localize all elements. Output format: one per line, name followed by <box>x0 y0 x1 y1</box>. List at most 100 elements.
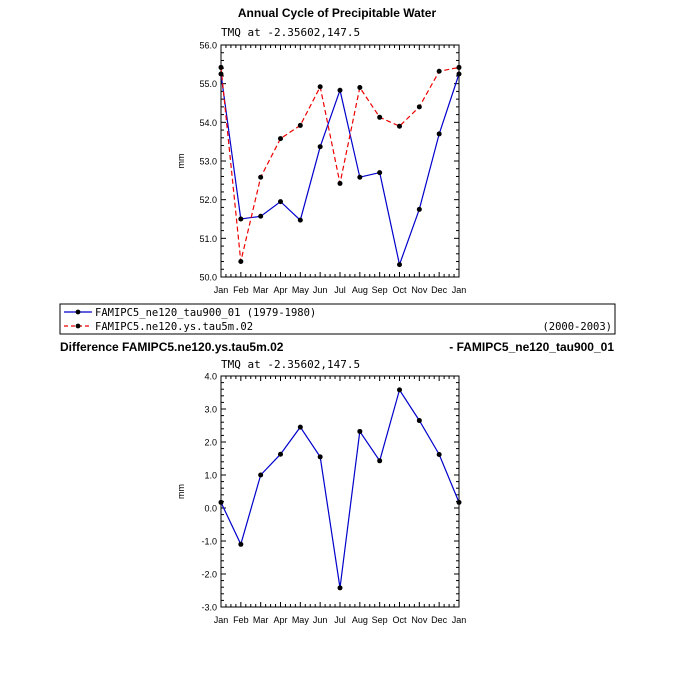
chart2-title-left: Difference FAMIPC5.ne120.ys.tau5m.02 <box>60 340 284 354</box>
chart2-xtick-label: May <box>292 615 310 625</box>
chart1-series-2-point <box>238 259 244 265</box>
chart1-series-1-point <box>436 131 442 137</box>
chart1-ytick-label: 50.0 <box>199 273 217 283</box>
chart2-series-1-point <box>416 418 422 424</box>
chart1-ytick-label: 54.0 <box>199 118 217 128</box>
legend-label-series-2: FAMIPC5.ne120.ys.tau5m.02 <box>95 321 253 333</box>
chart2-title-right: - FAMIPC5_ne120_tau900_01 <box>449 340 614 354</box>
chart2-xtick-label: Nov <box>411 615 428 625</box>
chart1-ytick-label: 53.0 <box>199 157 217 167</box>
chart2-xtick-label: Feb <box>233 615 249 625</box>
chart1-series-2-point <box>317 84 323 90</box>
chart1-series-2-point <box>297 122 303 128</box>
chart2-ytick-label: -2.0 <box>201 570 217 580</box>
chart1-xtick-label: Aug <box>352 285 368 295</box>
chart2-series-1-point <box>317 454 323 460</box>
chart1-xtick-label: Feb <box>233 285 249 295</box>
chart2-series-1-point <box>258 472 264 478</box>
chart1-xtick-label: Jun <box>313 285 328 295</box>
chart1-series-2-point <box>456 64 462 70</box>
chart1-series-2-line <box>220 66 460 262</box>
chart2-xtick-label: Oct <box>392 615 407 625</box>
chart1-frame <box>220 44 460 278</box>
chart2-xtick-label: Sep <box>372 615 388 625</box>
chart2-ytick-label: -3.0 <box>201 603 217 613</box>
chart1-series-2-point <box>258 174 264 180</box>
chart1-series-2-point <box>377 114 383 120</box>
chart2-series-1-line <box>220 388 460 588</box>
chart1-xtick-label: Sep <box>372 285 388 295</box>
chart1-ytick-label: 55.0 <box>199 79 217 89</box>
chart2-ytick-label: 2.0 <box>204 438 217 448</box>
chart1-xtick-label: Jan <box>452 285 467 295</box>
chart1-series-1-point <box>317 144 323 150</box>
chart1-series-1-point <box>416 206 422 212</box>
chart1-series-2-point <box>397 123 402 129</box>
chart1-xtick-label: Dec <box>431 285 448 295</box>
chart1-series-2-point <box>218 64 224 70</box>
chart2-series-1-point <box>297 424 303 430</box>
chart2-series-1-point <box>337 585 343 591</box>
chart2-ytick-label: 4.0 <box>204 372 217 382</box>
chart1-series-1-line <box>220 73 460 267</box>
chart2-xtick-label: Jan <box>214 615 229 625</box>
chart2-series-1-point <box>278 451 283 457</box>
chart1-series-1-point <box>278 199 283 205</box>
chart1-series-2-point <box>278 136 283 142</box>
legend-period-series-2: (2000-2003) <box>542 321 612 333</box>
chart2-series-1-point <box>397 387 402 393</box>
chart1-ytick-label: 52.0 <box>199 195 217 205</box>
legend-marker-series-2 <box>75 323 81 329</box>
chart1-xtick-label: Nov <box>411 285 428 295</box>
chart2-xtick-label: Jan <box>452 615 467 625</box>
chart1-series-1-point <box>377 170 383 176</box>
chart1-title: Annual Cycle of Precipitable Water <box>238 6 437 20</box>
chart2-plot: -3.0 -2.0 -1.0 0.0 1.0 2.0 3.0 4.0 Jan Feb Mar Apr M… <box>176 372 466 626</box>
chart2-ytick-label: 3.0 <box>204 405 217 415</box>
chart1-series-2-point <box>357 85 363 91</box>
chart1-xtick-label: Oct <box>392 285 407 295</box>
chart1-subtitle: TMQ at -2.35602,147.5 <box>221 26 360 39</box>
chart1-series-2-point <box>436 68 442 74</box>
chart1-series-1-point <box>258 213 264 219</box>
chart2-ytick-label: -1.0 <box>201 537 217 547</box>
legend-marker-series-1 <box>75 309 81 315</box>
chart2-frame <box>220 375 460 608</box>
legend: FAMIPC5_ne120_tau900_01 (1979-1980) FAMI… <box>59 303 616 335</box>
chart1-ylabel: mm <box>176 154 186 169</box>
chart1-xtick-label: Jan <box>214 285 229 295</box>
chart1-plot: 50.0 51.0 52.0 53.0 54.0 55.0 56.0 Jan Feb Mar Apr… <box>176 41 466 296</box>
chart2-xtick-label: Apr <box>273 615 287 625</box>
chart2-ylabel: mm <box>176 484 186 499</box>
chart1-xtick-label: Apr <box>273 285 287 295</box>
chart1-ytick-label: 56.0 <box>199 41 217 51</box>
chart1-xtick-label: Jul <box>334 285 346 295</box>
chart1-ytick-label: 51.0 <box>199 234 217 244</box>
chart2-series-1-point <box>436 452 442 458</box>
chart1-series-2-point <box>416 104 422 110</box>
chart2-ytick-label: 1.0 <box>204 471 217 481</box>
chart2-series-1-point <box>357 428 363 434</box>
chart1-series-1-point <box>397 262 402 268</box>
legend-label-series-1: FAMIPC5_ne120_tau900_01 (1979-1980) <box>95 307 316 319</box>
chart2-series-1-point <box>377 458 383 464</box>
chart2-series-1-point <box>218 499 224 505</box>
chart2-xtick-label: Mar <box>253 615 269 625</box>
chart1-series-1-point <box>337 87 343 93</box>
chart1-series-1-point <box>357 174 363 180</box>
chart1-xtick-label: May <box>292 285 310 295</box>
chart1-xtick-label: Mar <box>253 285 269 295</box>
chart2-xtick-label: Dec <box>431 615 448 625</box>
chart2-xtick-label: Jun <box>313 615 328 625</box>
chart2-subtitle: TMQ at -2.35602,147.5 <box>221 358 360 371</box>
chart2-xtick-label: Aug <box>352 615 368 625</box>
chart1-series-2-point <box>337 180 343 186</box>
chart2-series-1-point <box>456 499 462 505</box>
chart2-ytick-label: 0.0 <box>204 504 217 514</box>
legend-frame <box>59 303 616 335</box>
chart1-series-1-point <box>456 71 462 77</box>
chart1-series-1-point <box>297 217 303 223</box>
chart1-series-1-point <box>238 216 244 222</box>
chart2-xtick-label: Jul <box>334 615 346 625</box>
